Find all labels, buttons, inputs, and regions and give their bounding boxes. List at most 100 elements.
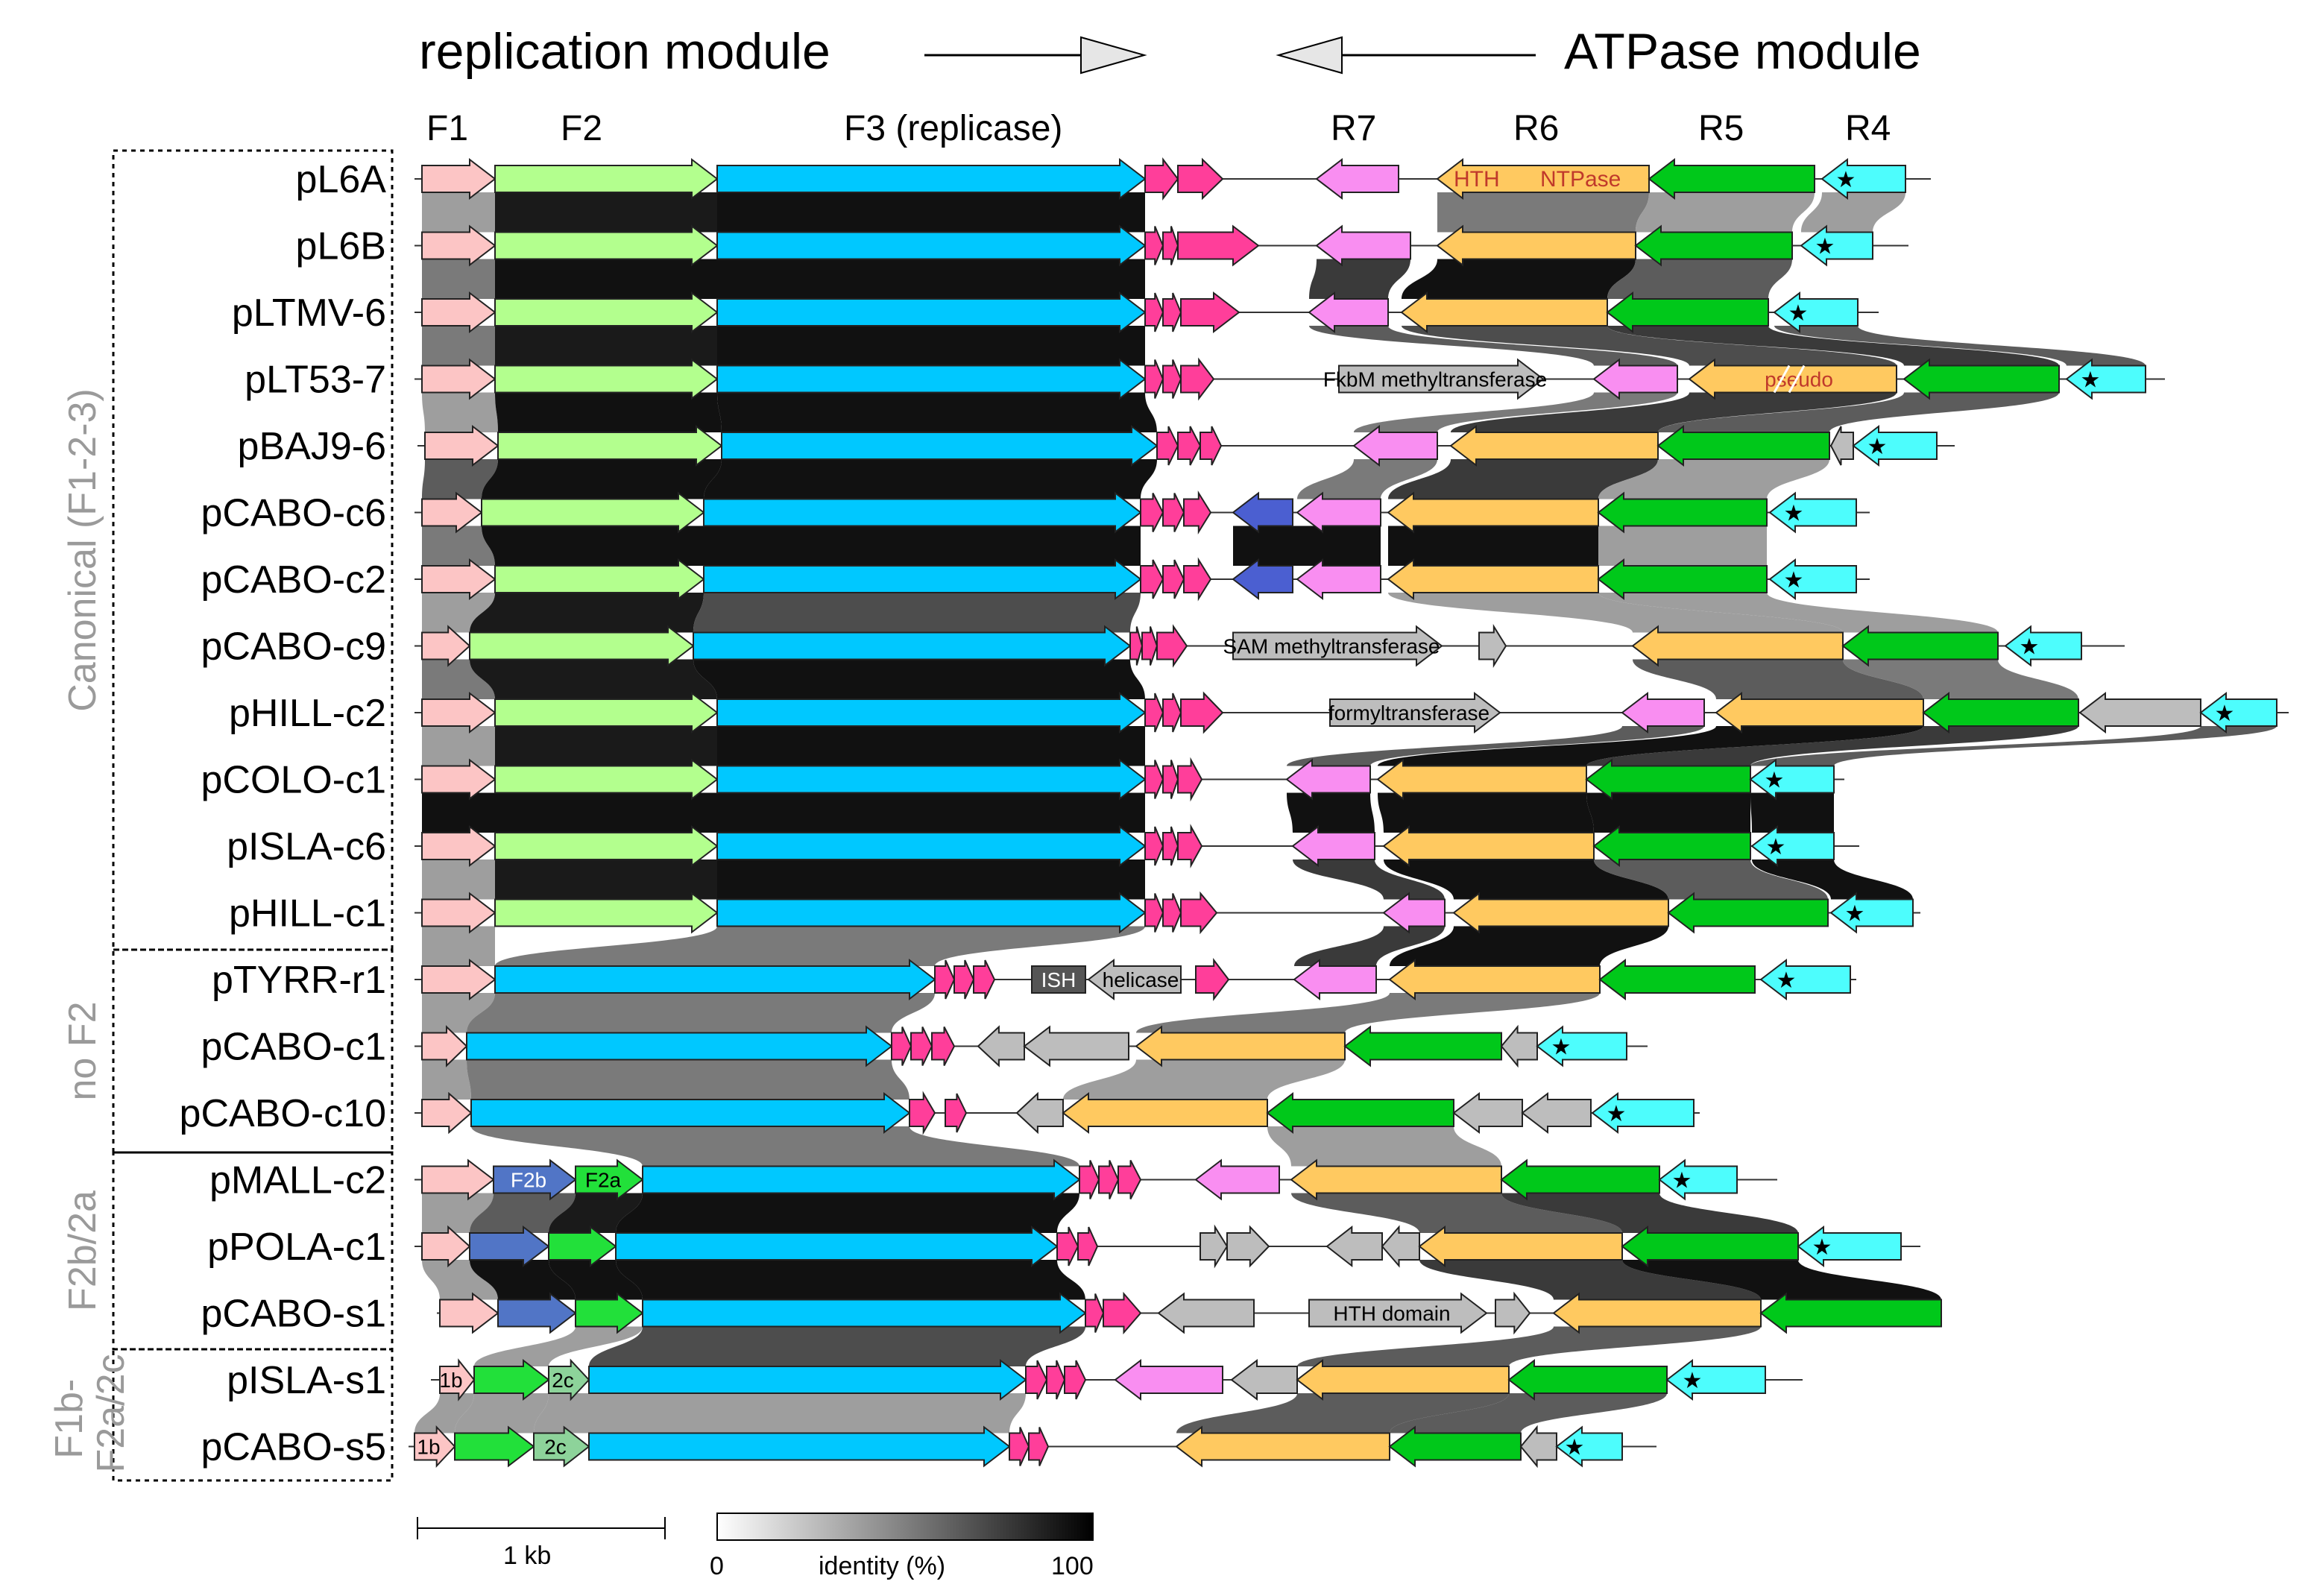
grey-orf-gene xyxy=(1521,1091,1592,1135)
identity-ribbon xyxy=(1607,259,1792,299)
star-marker-icon: ★ xyxy=(1867,435,1888,459)
identity-ribbon xyxy=(422,259,495,299)
r4-gene xyxy=(1749,758,1835,801)
f2a-gene xyxy=(548,1225,617,1268)
small-orf-gene xyxy=(909,1091,936,1135)
r6-ntpase-gene xyxy=(1382,824,1595,868)
column-label-f1: F1 xyxy=(426,109,468,148)
star-marker-icon: ★ xyxy=(1683,1369,1703,1393)
grey-orf-gene xyxy=(1829,426,1854,466)
f3-replicase-gene xyxy=(716,157,1147,201)
small-orf-gene xyxy=(931,1026,956,1066)
f2-gene xyxy=(494,758,719,801)
identity-ribbons xyxy=(414,192,2277,1433)
r5-gene xyxy=(1597,558,1768,601)
star-marker-icon: ★ xyxy=(2081,368,2101,393)
r7-gene xyxy=(1296,558,1381,601)
f1-gene xyxy=(421,558,497,601)
r6-ntpase-gene xyxy=(1175,1425,1390,1468)
small-orf-gene xyxy=(1077,1226,1099,1267)
small-orf-gene xyxy=(1141,626,1158,666)
r4-gene xyxy=(1665,1358,1766,1401)
identity-ribbon xyxy=(1297,1326,1761,1366)
scale-bar: 1 kb xyxy=(417,1517,666,1570)
f1-gene xyxy=(421,892,497,934)
grey-orf-gene xyxy=(1230,1358,1298,1401)
small-orf-gene xyxy=(910,1026,933,1066)
identity-ribbon xyxy=(1752,859,1913,900)
r7-gene xyxy=(1293,958,1377,1001)
r6-ntpase-gene xyxy=(1135,1025,1346,1067)
grey-orf-gene xyxy=(1015,1091,1064,1135)
f2b-gene-label: F2b xyxy=(511,1169,546,1192)
r6-ntpase-gene xyxy=(1296,1358,1510,1401)
small-orf-gene xyxy=(1162,493,1185,532)
f1-gene xyxy=(421,1158,495,1201)
r5-gene xyxy=(1598,958,1756,1001)
r4-gene xyxy=(1658,1158,1738,1201)
f2b-gene xyxy=(469,1225,550,1268)
small-orf-gene xyxy=(891,1026,912,1066)
small-orf-gene xyxy=(1200,426,1223,466)
identity-ribbon xyxy=(589,1326,1085,1366)
small-orf-gene xyxy=(1144,693,1164,733)
small-orf-gene xyxy=(1144,826,1164,866)
grey-orf-gene xyxy=(1452,1091,1523,1135)
r6-ntpase-gene xyxy=(1290,1158,1502,1201)
r6-ntpase-gene xyxy=(1688,358,1897,400)
identity-ribbon xyxy=(717,192,1145,233)
identity-ribbon xyxy=(474,1326,643,1366)
identity-ribbon xyxy=(495,926,1145,966)
identity-ribbon xyxy=(1294,926,1445,966)
identity-ribbon xyxy=(1354,392,1677,432)
r4-gene xyxy=(1750,824,1835,868)
f2-gene xyxy=(494,224,719,267)
f2-gene xyxy=(494,291,719,334)
r4-gene xyxy=(1759,958,1851,1001)
identity-ribbon xyxy=(1378,726,1923,766)
r5-gene xyxy=(1841,625,1999,667)
small-orf-gene xyxy=(1180,357,1215,401)
f1-gene xyxy=(421,491,483,534)
identity-ribbon xyxy=(717,392,1157,432)
small-orf-gene xyxy=(953,959,975,1000)
r6-ntpase-gene xyxy=(1631,625,1844,667)
column-label-r5: R5 xyxy=(1698,109,1744,148)
formyltransferase-gene-label: formyltransferase xyxy=(1328,701,1490,725)
small-orf-gene xyxy=(1140,559,1164,599)
identity-ribbon xyxy=(1297,459,1437,499)
r5-gene xyxy=(1648,157,1815,201)
small-orf-gene xyxy=(1156,624,1188,668)
identity-ribbon xyxy=(1402,259,1636,299)
plasmid-label: pCABO-c10 xyxy=(180,1092,386,1135)
identity-ribbon xyxy=(422,326,495,366)
identity-ribbon xyxy=(549,1193,643,1233)
identity-ribbon xyxy=(1297,526,1381,566)
plasmid-label: pISLA-s1 xyxy=(227,1359,386,1402)
f3-replicase-gene xyxy=(588,1425,1011,1468)
identity-ribbon xyxy=(717,859,1145,900)
column-label-r4: R4 xyxy=(1845,109,1891,148)
helicase-gene xyxy=(1087,958,1182,1001)
f1-gene xyxy=(424,424,499,467)
identity-ribbon xyxy=(549,1260,643,1300)
pseudo-break xyxy=(1773,365,1791,394)
small-orf-gene xyxy=(1162,292,1182,332)
identity-ribbon xyxy=(717,792,1145,833)
identity-ribbon xyxy=(1598,593,1998,633)
identity-ribbon xyxy=(1388,526,1598,566)
f1-gene xyxy=(421,224,497,267)
star-marker-icon: ★ xyxy=(1607,1102,1627,1126)
identity-ribbon xyxy=(495,392,722,432)
grey-orf-gene xyxy=(977,1025,1025,1067)
r7-gene xyxy=(1592,358,1678,400)
r6-ntpase-gene xyxy=(1387,491,1599,534)
r5-gene xyxy=(1500,1158,1660,1201)
small-orf-gene xyxy=(1162,893,1182,933)
identity-ribbon xyxy=(471,1126,1079,1167)
f1b-gene-label: 1b xyxy=(439,1369,462,1392)
f3-replicase-gene xyxy=(716,824,1147,868)
group-label-f1b-f2a-2c: F1b- F2a/2c xyxy=(48,1354,133,1473)
ntpase-label: NTPase xyxy=(1540,167,1621,192)
f2b-gene xyxy=(493,1158,577,1201)
